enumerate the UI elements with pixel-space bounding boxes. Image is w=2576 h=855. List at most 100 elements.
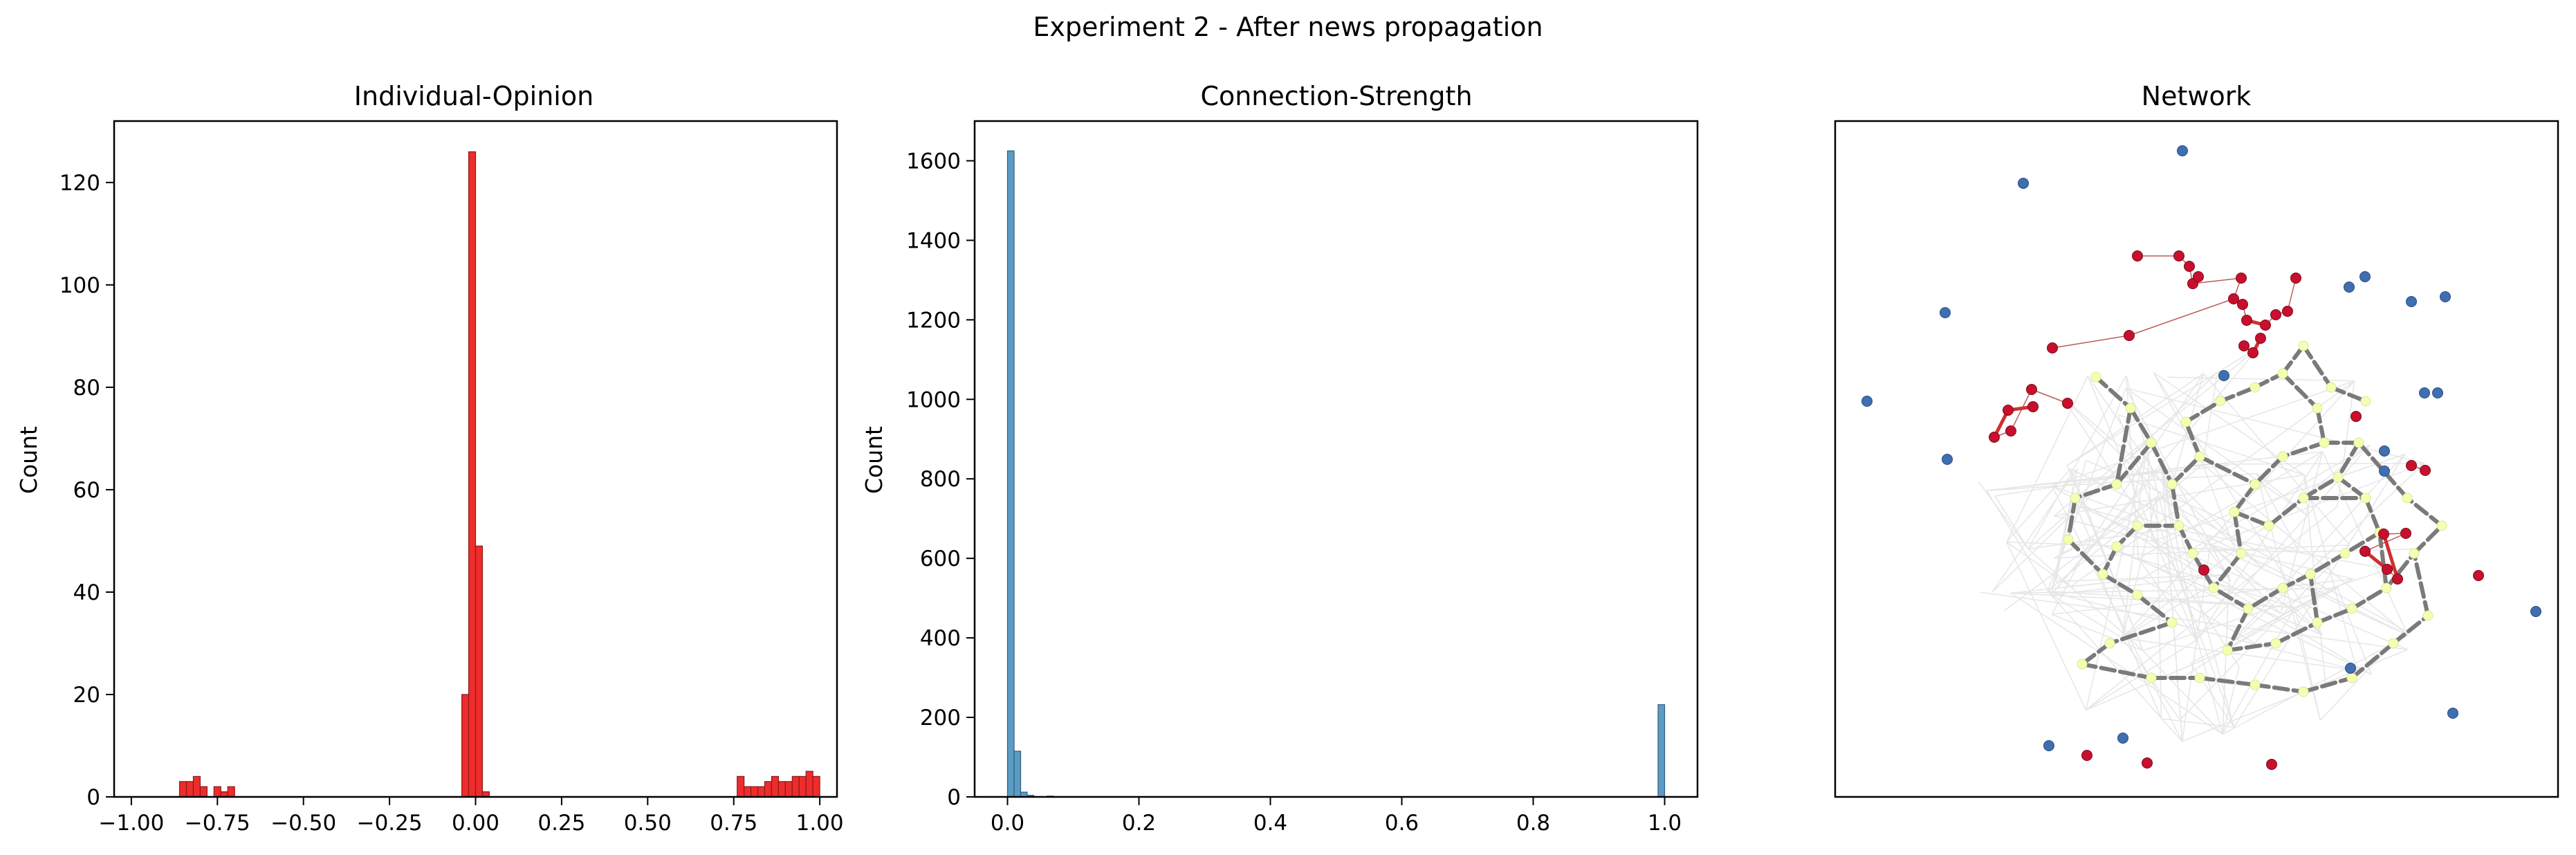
network-strong-edge [2170,482,2181,528]
network-weak-edge [2222,666,2240,735]
network-node-informed [2208,582,2219,594]
opinion-ytick-label: 120 [59,171,100,196]
opinion-bar [798,775,807,798]
network-strong-edge [2246,586,2285,611]
network-weak-edge [2067,346,2261,466]
network-weak-edge [2070,468,2144,651]
network-weak-edge [2256,473,2307,515]
strength-bar [1006,150,1015,798]
network-node-informed [2194,451,2205,462]
strength-xtick-label: 0.8 [1516,811,1550,836]
network-node-positive [2132,250,2143,261]
network-strong-edge [2315,406,2326,445]
network-node-informed [2236,548,2247,559]
network-node-informed [2063,534,2074,545]
network-weak-edge [2156,497,2162,719]
network-weak-edge [2028,528,2172,550]
network-weak-edge [2153,372,2323,635]
network-weak-edge [2122,637,2357,671]
opinion-ytick-label: 80 [73,376,100,401]
network-weak-edge [2294,607,2323,636]
network-weak-edge [2222,607,2296,735]
network-node-informed [2277,451,2288,462]
network-node-informed [2146,672,2157,683]
network-node-positive [2260,320,2271,331]
network-node-positive [2382,564,2393,575]
network-node-informed [2353,437,2364,448]
network-strong-edge [2281,344,2306,376]
network-weak-edge [2087,376,2232,582]
network-node-negative [2530,606,2541,617]
opinion-bar [791,775,800,798]
network-node-positive [2473,570,2484,581]
opinion-bar [185,781,194,798]
network-node-positive [2247,347,2258,358]
network-weak-edge [2161,466,2235,728]
network-strong-edge [2412,524,2444,555]
network-red-strong-edge [2382,533,2400,580]
network-weak-edge [2256,473,2300,553]
network-strong-edge [2218,385,2257,403]
strength-xtick-label: 1.0 [1648,811,1682,836]
network-node-positive [2241,315,2252,326]
network-node-informed [2104,638,2115,649]
network-weak-edge [2125,387,2307,515]
network-node-positive [2198,564,2209,576]
strength-ytick-label: 200 [920,706,961,730]
network-weak-edge [2074,504,2092,541]
network-strong-edge [2412,551,2430,618]
network-weak-edge [2156,496,2405,631]
opinion-ytick-label: 40 [73,580,100,605]
network-node-informed [2250,382,2261,393]
network-weak-edge [2179,544,2350,721]
network-weak-edge [1994,495,2029,549]
network-node-negative [2379,466,2390,477]
strength-xtick-label: 0.2 [1122,811,1156,836]
opinion-xtick-label: 0.00 [452,811,499,836]
opinion-bar [213,786,221,798]
network-node-informed [2070,493,2081,504]
strength-ytick-label: 600 [920,546,961,571]
network-weak-edge [2051,485,2372,675]
network-weak-edge [1978,481,2029,549]
network-weak-edge [2125,387,2232,582]
network-weak-edge [2222,634,2409,735]
network-node-informed [2319,437,2330,448]
network-weak-edge [2054,540,2092,559]
network-weak-edge [2209,544,2409,636]
network-weak-edge [2056,573,2229,582]
network-node-positive [2047,342,2058,353]
network-strong-edge [2232,510,2271,528]
network-weak-edge [2006,542,2071,587]
network-weak-edge [2256,473,2321,721]
network-weak-edge [2075,504,2211,546]
network-strong-edge [2267,496,2306,528]
strength-ytick-label: 0 [947,785,961,810]
network-strong-edge [2315,607,2354,625]
network-node-positive [2027,401,2039,412]
opinion-xtick-label: 0.50 [624,811,672,836]
network-node-negative [2419,387,2430,398]
network-node-positive [2124,330,2135,341]
network-strong-edge [2211,551,2243,590]
network-weak-edge [2161,718,2234,728]
network-node-informed [2090,371,2101,383]
network-weak-edge [2047,591,2183,742]
network-weak-edge [2051,573,2229,596]
network-weak-edge [2222,454,2406,652]
network-node-informed [2173,520,2184,531]
network-red-edge [2052,335,2130,349]
network-weak-edge [2234,454,2406,728]
network-node-informed [2326,382,2337,393]
opinion-ylabel: Count [15,426,42,494]
network-weak-edge [2006,468,2071,543]
network-weak-edge [2202,463,2238,555]
strength-xtick-label: 0.4 [1253,811,1287,836]
network-weak-edge [2050,466,2162,596]
network-node-informed [2409,548,2420,559]
network-weak-edge [2142,569,2389,652]
network-strong-edge [2128,406,2153,445]
strength-ylabel: Count [861,426,887,494]
network-strong-edge [2225,641,2278,652]
network-node-positive [2238,340,2250,351]
